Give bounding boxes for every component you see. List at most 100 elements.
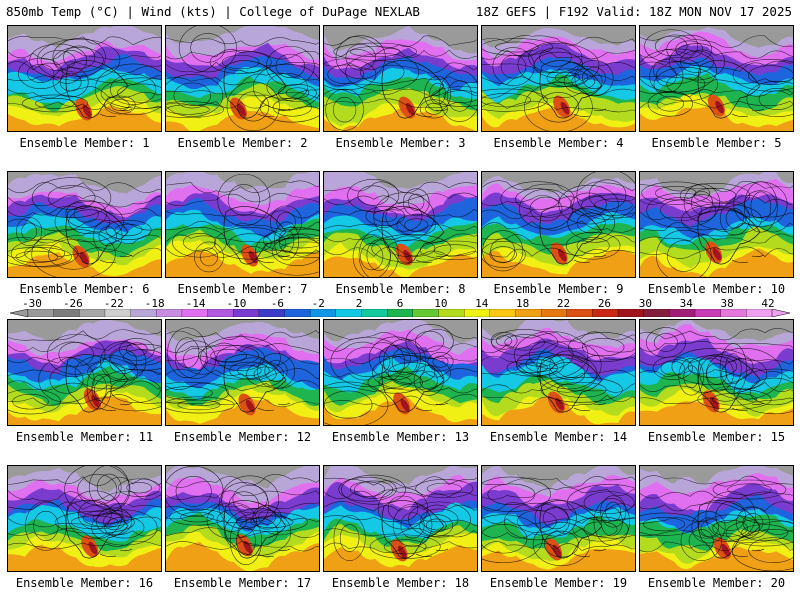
ensemble-member-label: Ensemble Member: 15	[647, 430, 786, 444]
ensemble-member-label: Ensemble Member: 4	[493, 136, 624, 150]
ensemble-member-panel: Ensemble Member: 3	[323, 25, 478, 152]
temperature-wind-map	[165, 319, 320, 426]
ensemble-member-label: Ensemble Member: 14	[489, 430, 628, 444]
colorbar-segment	[515, 309, 542, 317]
ensemble-member-label: Ensemble Member: 13	[331, 430, 470, 444]
colorbar-segment	[617, 309, 645, 317]
colorbar-tick-label: 10	[434, 297, 448, 310]
ensemble-member-label: Ensemble Member: 8	[335, 282, 466, 296]
ensemble-member-label: Ensemble Member: 2	[177, 136, 308, 150]
ensemble-member-label: Ensemble Member: 5	[651, 136, 782, 150]
colorbar-tick-label: -18	[144, 297, 165, 310]
temperature-wind-map	[7, 465, 162, 572]
colorbar-tick-label: -10	[226, 297, 247, 310]
ensemble-member-label: Ensemble Member: 10	[647, 282, 786, 296]
ensemble-member-panel: Ensemble Member: 18	[323, 465, 478, 592]
colorbar-segment	[181, 309, 209, 317]
temperature-wind-map	[639, 319, 794, 426]
colorbar-segment	[310, 309, 337, 317]
ensemble-member-panel: Ensemble Member: 8	[323, 171, 478, 298]
colorbar-tick-label: 14	[475, 297, 489, 310]
ensemble-member-panel: Ensemble Member: 13	[323, 319, 478, 446]
ensemble-member-panel: Ensemble Member: 2	[165, 25, 320, 152]
colorbar-tick-label: -30	[22, 297, 42, 310]
run-valid-time: 18Z GEFS | F192 Valid: 18Z MON NOV 17 20…	[475, 4, 792, 19]
colorbar-tick-label: -2	[311, 297, 325, 310]
temperature-wind-map	[7, 25, 162, 132]
temperature-wind-map	[323, 319, 478, 426]
ensemble-member-panel: Ensemble Member: 1	[7, 25, 162, 152]
ensemble-member-label: Ensemble Member: 6	[19, 282, 150, 296]
colorbar-segment	[694, 309, 722, 317]
colorbar-tick-label: -22	[103, 297, 124, 310]
colorbar-tick-label: 30	[638, 297, 652, 310]
colorbar-tick-label: -14	[185, 297, 206, 310]
colorbar-segment	[104, 309, 132, 317]
ensemble-member-label: Ensemble Member: 9	[493, 282, 624, 296]
colorbar-tick-label: 18	[516, 297, 530, 310]
ensemble-member-panel: Ensemble Member: 12	[165, 319, 320, 446]
ensemble-member-panel: Ensemble Member: 5	[639, 25, 794, 152]
ensemble-member-panel: Ensemble Member: 16	[7, 465, 162, 592]
ensemble-member-label: Ensemble Member: 1	[19, 136, 150, 150]
ensemble-member-panel: Ensemble Member: 7	[165, 171, 320, 298]
colorbar-segment	[489, 309, 517, 317]
temperature-colorbar: -30 -26 -22 -18 -14 -10 -6 -2 2 6 10 14 18 22 26 30 34 38…	[10, 298, 790, 318]
temperature-wind-map	[323, 171, 478, 278]
colorbar-segment	[53, 309, 80, 317]
ensemble-member-label: Ensemble Member: 11	[15, 430, 154, 444]
ensemble-member-panel: Ensemble Member: 4	[481, 25, 636, 152]
ensemble-member-label: Ensemble Member: 19	[489, 576, 628, 590]
temperature-wind-map	[323, 25, 478, 132]
colorbar-segment	[79, 309, 106, 317]
colorbar-segment	[27, 309, 55, 317]
colorbar-segment	[258, 309, 286, 317]
colorbar-segment	[720, 309, 747, 317]
product-title: 850mb Temp (°C) | Wind (kts) | College o…	[6, 4, 420, 19]
temperature-wind-map	[165, 25, 320, 132]
ensemble-member-label: Ensemble Member: 3	[335, 136, 466, 150]
colorbar-segment	[361, 309, 388, 317]
colorbar-segment	[207, 309, 234, 317]
colorbar-segment	[643, 309, 671, 317]
colorbar-segment	[746, 309, 773, 317]
temperature-wind-map	[481, 171, 636, 278]
colorbar-tick-label: 22	[556, 297, 571, 310]
colorbar-tick-label: 38	[720, 297, 734, 310]
colorbar-tick-label: 26	[597, 297, 612, 310]
colorbar-tick-label: 42	[761, 297, 775, 310]
temperature-wind-map	[639, 465, 794, 572]
colorbar-right-arrow	[771, 309, 790, 317]
colorbar-left-arrow	[10, 309, 29, 317]
colorbar-segment	[387, 309, 414, 317]
ensemble-member-panel: Ensemble Member: 9	[481, 171, 636, 298]
ensemble-member-panel: Ensemble Member: 10	[639, 171, 794, 298]
ensemble-member-label: Ensemble Member: 17	[173, 576, 312, 590]
colorbar-segment	[566, 309, 594, 317]
temperature-wind-map	[7, 319, 162, 426]
ensemble-member-panel: Ensemble Member: 6	[7, 171, 162, 298]
colorbar-segment	[438, 309, 465, 317]
temperature-wind-map	[7, 171, 162, 278]
colorbar-segment	[592, 309, 619, 317]
ensemble-member-label: Ensemble Member: 7	[177, 282, 308, 296]
ensemble-member-panel: Ensemble Member: 14	[481, 319, 636, 446]
ensemble-member-panel: Ensemble Member: 17	[165, 465, 320, 592]
colorbar-segment	[233, 309, 260, 317]
ensemble-member-label: Ensemble Member: 20	[647, 576, 786, 590]
ensemble-member-label: Ensemble Member: 12	[173, 430, 312, 444]
colorbar-segment	[284, 309, 311, 317]
ensemble-member-panel: Ensemble Member: 20	[639, 465, 794, 592]
colorbar-segment	[412, 309, 440, 317]
colorbar-tick-labels: -30 -26 -22 -18 -14 -10 -6 -2 2 6 10 14 18 22 26 30 34 38…	[10, 298, 790, 310]
colorbar-segment	[669, 309, 696, 317]
temperature-wind-map	[481, 465, 636, 572]
temperature-wind-map	[165, 171, 320, 278]
colorbar-segment	[540, 309, 568, 317]
temperature-wind-map	[323, 465, 478, 572]
temperature-wind-map	[481, 319, 636, 426]
ensemble-member-panel: Ensemble Member: 15	[639, 319, 794, 446]
ensemble-member-label: Ensemble Member: 18	[331, 576, 470, 590]
colorbar-tick-label: 34	[679, 297, 693, 310]
temperature-wind-map	[639, 171, 794, 278]
